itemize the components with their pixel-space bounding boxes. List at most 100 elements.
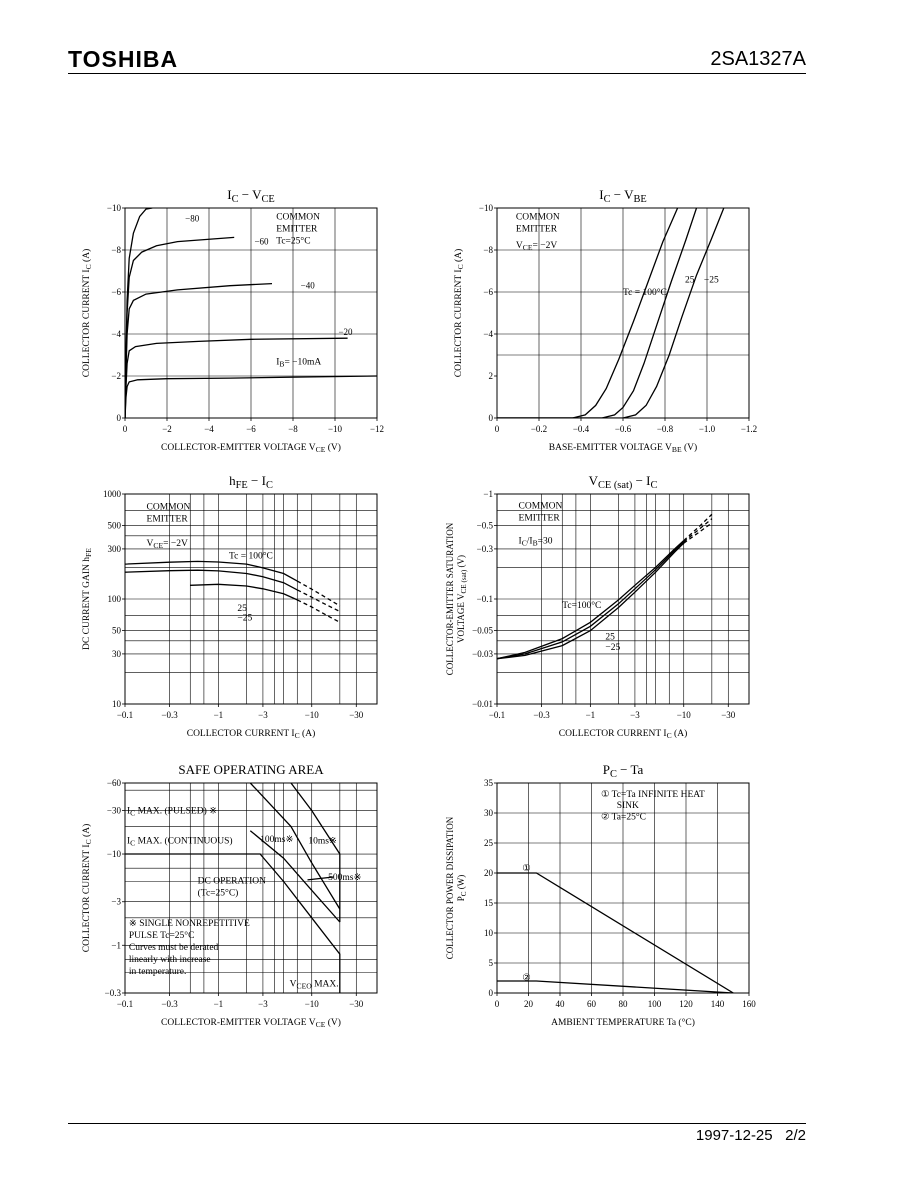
x-tick-label: 60 bbox=[587, 999, 597, 1009]
y-tick-label: −8 bbox=[483, 245, 493, 255]
series-line bbox=[497, 208, 698, 418]
x-tick-label: 100 bbox=[648, 999, 662, 1009]
y-tick-label: −0.05 bbox=[472, 626, 493, 636]
y-tick-label: −0.01 bbox=[472, 699, 493, 709]
series-line bbox=[497, 208, 679, 418]
series-line-dashed bbox=[683, 518, 713, 543]
y-axis-label: COLLECTOR POWER DISSIPATION bbox=[445, 816, 455, 959]
series-line-dashed bbox=[683, 513, 713, 542]
x-tick-label: −3 bbox=[630, 710, 640, 720]
annotation: VCEO MAX. bbox=[290, 980, 339, 991]
x-tick-label: −0.1 bbox=[489, 710, 505, 720]
annotation: ① Tc=Ta INFINITE HEAT bbox=[601, 789, 705, 800]
annotation: Tc=100°C bbox=[562, 600, 601, 611]
x-tick-label: 20 bbox=[524, 999, 534, 1009]
annotation: Tc=25°C bbox=[276, 235, 310, 246]
annotation: COMMON bbox=[519, 501, 563, 511]
y-tick-label: −6 bbox=[111, 287, 121, 297]
header-rule bbox=[68, 73, 806, 74]
y-tick-label: 0 bbox=[117, 413, 122, 423]
series-line bbox=[125, 236, 235, 418]
y-tick-label: 30 bbox=[112, 649, 122, 659]
x-tick-label: −1 bbox=[214, 710, 224, 720]
y-axis-label: COLLECTOR CURRENT IC (A) bbox=[81, 249, 93, 378]
y-tick-label: 500 bbox=[108, 521, 122, 531]
x-tick-label: −2 bbox=[162, 424, 172, 434]
x-axis-label: COLLECTOR CURRENT IC (A) bbox=[187, 728, 316, 740]
series-line bbox=[249, 783, 341, 910]
series-line-dashed bbox=[297, 589, 341, 613]
x-tick-label: −0.1 bbox=[117, 999, 133, 1009]
x-tick-label: −0.6 bbox=[615, 424, 632, 434]
x-tick-label: −1 bbox=[214, 999, 224, 1009]
y-tick-label: −10 bbox=[107, 203, 122, 213]
annotation: ② Ta=25°C bbox=[601, 812, 646, 823]
annotation: linearly with increase bbox=[129, 955, 211, 965]
series-label: −80 bbox=[185, 214, 200, 224]
x-tick-label: −0.3 bbox=[161, 710, 178, 720]
series-line bbox=[307, 876, 334, 881]
x-tick-label: −6 bbox=[246, 424, 256, 434]
series-line bbox=[125, 282, 273, 418]
annotation: −25 bbox=[605, 643, 620, 653]
y-tick-label: −8 bbox=[111, 245, 121, 255]
chart-soa: −0.1 −0.3 −1 −3 −10 −30−0.3−1−3−10−30−60SAFE … bbox=[81, 762, 378, 1029]
series-line bbox=[290, 783, 341, 922]
x-tick-label: −30 bbox=[349, 999, 364, 1009]
x-tick-label: 80 bbox=[619, 999, 629, 1009]
annotation: EMITTER bbox=[147, 515, 189, 525]
y-tick-label: −0.3 bbox=[105, 988, 122, 998]
y-tick-label: 15 bbox=[484, 898, 494, 908]
annotation: ※ SINGLE NONREPETITIVE bbox=[129, 919, 250, 929]
x-tick-label: −0.4 bbox=[573, 424, 590, 434]
series-line bbox=[497, 542, 685, 660]
x-tick-label: −0.1 bbox=[117, 710, 133, 720]
annotation: ① bbox=[522, 863, 531, 874]
y-tick-label: 10 bbox=[484, 928, 494, 938]
series-line-dashed bbox=[683, 522, 713, 544]
y-tick-label: −6 bbox=[483, 287, 493, 297]
y-tick-label: 50 bbox=[112, 626, 122, 636]
annotation: Curves must be derated bbox=[129, 943, 219, 953]
series-line bbox=[497, 980, 734, 993]
x-tick-label: −10 bbox=[677, 710, 692, 720]
x-axis-label: AMBIENT TEMPERATURE Ta (°C) bbox=[551, 1017, 695, 1028]
chart-title: VCE (sat) − IC bbox=[589, 473, 658, 491]
x-tick-label: −1 bbox=[586, 710, 596, 720]
annotation: 25 bbox=[685, 275, 695, 285]
annotation: EMITTER bbox=[519, 513, 561, 523]
annotation: (Tc=25°C) bbox=[198, 888, 239, 899]
annotation: Tc = 100°C bbox=[229, 550, 273, 561]
x-axis-label: COLLECTOR-EMITTER VOLTAGE VCE (V) bbox=[161, 442, 341, 454]
annotation: −25 bbox=[237, 613, 252, 623]
x-tick-label: −4 bbox=[204, 424, 214, 434]
x-tick-label: 0 bbox=[123, 424, 128, 434]
annotation: 500ms※ bbox=[328, 873, 361, 883]
series-line bbox=[125, 337, 348, 418]
x-tick-label: −3 bbox=[258, 710, 268, 720]
y-tick-label: −0.03 bbox=[472, 649, 493, 659]
annotation: COMMON bbox=[276, 212, 320, 222]
series-line bbox=[497, 208, 725, 418]
x-axis-label: COLLECTOR-EMITTER VOLTAGE VCE (V) bbox=[161, 1017, 341, 1029]
y-tick-label: 300 bbox=[108, 544, 122, 554]
series-label: −20 bbox=[338, 327, 353, 337]
chart-title: SAFE OPERATING AREA bbox=[178, 762, 324, 777]
series-line bbox=[249, 830, 341, 923]
brand-logo: TOSHIBA bbox=[68, 46, 179, 72]
x-tick-label: −0.3 bbox=[161, 999, 178, 1009]
y-tick-label: −30 bbox=[107, 805, 122, 815]
chart-title: IC − VCE bbox=[227, 187, 275, 205]
series-label: −40 bbox=[301, 281, 316, 291]
x-tick-label: −0.2 bbox=[531, 424, 547, 434]
y-tick-label: −0.3 bbox=[477, 544, 494, 554]
series-line-dashed bbox=[297, 599, 341, 623]
x-tick-label: −10 bbox=[328, 424, 343, 434]
chart-ic-vce: 0 −2 −4 −6 −8 −10 −12 0 −2 −4 −6 −8 −10 IC − VCE COLLE… bbox=[81, 187, 384, 454]
chart-title: PC − Ta bbox=[603, 762, 644, 780]
x-tick-label: 160 bbox=[742, 999, 756, 1009]
x-tick-label: 120 bbox=[679, 999, 693, 1009]
y-axis-label-2: VOLTAGE VCE (sat) (V) bbox=[456, 555, 468, 643]
series-line bbox=[497, 540, 685, 660]
